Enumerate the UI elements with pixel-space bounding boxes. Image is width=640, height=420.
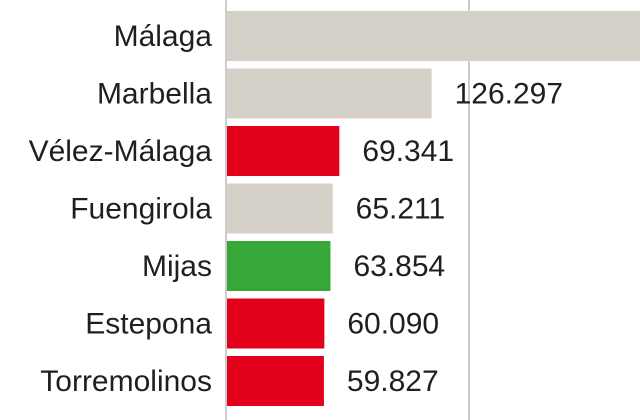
bar-estepona bbox=[227, 298, 325, 349]
category-label-mijas: Mijas bbox=[142, 250, 212, 283]
category-label-velez-malaga: Vélez-Málaga bbox=[29, 135, 213, 168]
category-label-fuengirola: Fuengirola bbox=[70, 193, 212, 226]
chart-bars bbox=[227, 11, 640, 406]
value-label-fuengirola: 65.211 bbox=[356, 193, 446, 226]
category-label-malaga: Málaga bbox=[114, 20, 213, 53]
category-label-estepona: Estepona bbox=[85, 308, 212, 341]
bar-malaga bbox=[227, 11, 640, 61]
bar-velez-malaga bbox=[227, 126, 340, 176]
category-label-marbella: Marbella bbox=[97, 78, 212, 111]
category-label-torremolinos: Torremolinos bbox=[40, 365, 212, 398]
value-label-mijas: 63.854 bbox=[353, 250, 445, 283]
chart-labels: Málaga Marbella 126.297 Vélez-Málaga 69.341 F… bbox=[29, 20, 563, 398]
bar-torremolinos bbox=[227, 356, 324, 406]
bar-mijas bbox=[227, 241, 331, 291]
value-label-velez-malaga: 69.341 bbox=[362, 135, 454, 168]
value-label-estepona: 60.090 bbox=[347, 308, 439, 341]
bar-marbella bbox=[227, 68, 432, 119]
chart-axes bbox=[225, 0, 470, 420]
value-label-torremolinos: 59.827 bbox=[347, 365, 439, 398]
value-label-marbella: 126.297 bbox=[455, 78, 563, 111]
bar-fuengirola bbox=[227, 183, 333, 234]
